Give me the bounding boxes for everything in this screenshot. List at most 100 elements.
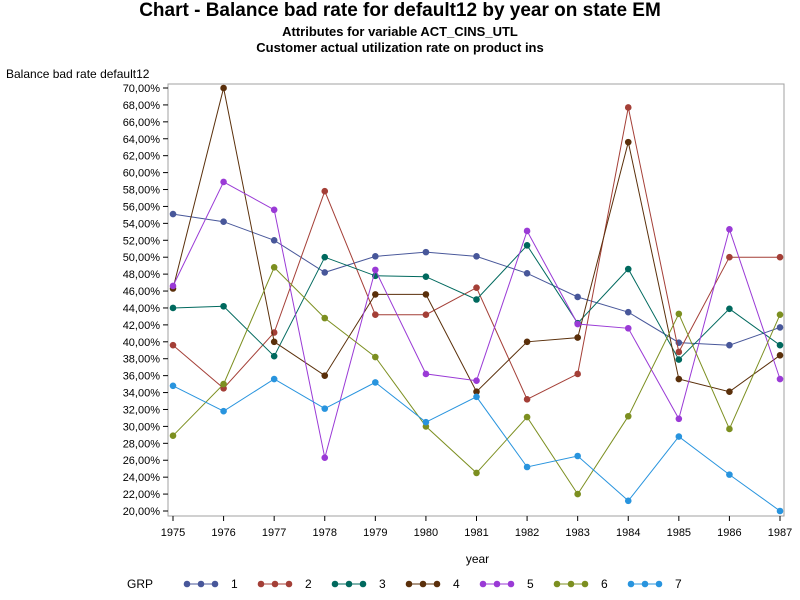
x-tick-label: 1987 bbox=[768, 527, 792, 539]
chart-title: Chart - Balance bad rate for default12 b… bbox=[139, 0, 661, 21]
y-tick: 30,00% bbox=[123, 421, 168, 433]
data-point-4 bbox=[726, 388, 733, 396]
legend-swatch bbox=[405, 580, 441, 588]
legend-item-4: 4 bbox=[405, 576, 475, 592]
data-point-7 bbox=[624, 497, 632, 505]
legend-item-3: 3 bbox=[331, 576, 401, 592]
data-point-5 bbox=[321, 454, 329, 462]
y-tick-label: 40,00% bbox=[123, 337, 161, 349]
legend-item-1: 1 bbox=[183, 576, 253, 592]
data-point-7 bbox=[321, 405, 329, 412]
data-point-6 bbox=[169, 432, 177, 440]
y-tick-label: 30,00% bbox=[123, 421, 161, 433]
data-point-1 bbox=[372, 253, 379, 260]
x-tick: 1981 bbox=[464, 516, 489, 539]
data-point-2 bbox=[169, 341, 177, 349]
data-point-1 bbox=[473, 253, 480, 260]
x-tick-label: 1984 bbox=[616, 527, 640, 539]
y-tick: 46,00% bbox=[123, 286, 168, 298]
x-tick: 1987 bbox=[768, 516, 792, 539]
x-tick: 1984 bbox=[616, 516, 640, 539]
y-tick-label: 56,00% bbox=[123, 201, 161, 213]
legend-item-6: 6 bbox=[553, 576, 623, 592]
legend-label: 3 bbox=[379, 577, 386, 591]
legend-item-2: 2 bbox=[257, 576, 327, 592]
y-tick-label: 24,00% bbox=[123, 472, 161, 484]
y-tick: 64,00% bbox=[123, 134, 168, 146]
data-point-6 bbox=[220, 380, 227, 388]
y-tick: 58,00% bbox=[123, 185, 168, 197]
y-tick-label: 62,00% bbox=[123, 151, 161, 163]
y-tick: 44,00% bbox=[123, 303, 168, 315]
data-point-1 bbox=[523, 269, 531, 277]
legend-swatch bbox=[479, 580, 515, 588]
data-point-7 bbox=[523, 463, 531, 471]
y-tick-label: 36,00% bbox=[123, 371, 161, 383]
data-point-6 bbox=[574, 490, 581, 498]
y-tick-label: 70,00% bbox=[123, 83, 161, 95]
y-tick-label: 52,00% bbox=[123, 235, 161, 247]
y-tick: 52,00% bbox=[123, 235, 168, 247]
y-tick: 42,00% bbox=[123, 320, 168, 332]
y-tick-label: 48,00% bbox=[123, 269, 161, 281]
legend-item-5: 5 bbox=[479, 576, 549, 592]
data-point-3 bbox=[220, 302, 227, 310]
data-point-5 bbox=[776, 375, 784, 383]
data-point-7 bbox=[726, 471, 733, 478]
data-point-2 bbox=[422, 311, 430, 319]
data-point-7 bbox=[372, 379, 379, 386]
y-tick-label: 34,00% bbox=[123, 388, 161, 400]
series-line-1 bbox=[172, 213, 781, 346]
data-point-2 bbox=[675, 348, 683, 356]
y-tick-label: 60,00% bbox=[123, 168, 161, 180]
y-tick: 62,00% bbox=[123, 151, 168, 163]
x-tick-label: 1976 bbox=[211, 527, 235, 539]
y-tick: 34,00% bbox=[123, 388, 168, 400]
chart-subtitle-1: Attributes for variable ACT_CINS_UTL bbox=[282, 24, 518, 39]
data-point-3 bbox=[675, 356, 683, 363]
data-point-3 bbox=[523, 242, 531, 249]
data-point-2 bbox=[372, 311, 379, 319]
legend-label: 2 bbox=[305, 577, 312, 591]
x-tick-label: 1977 bbox=[262, 527, 286, 539]
data-point-2 bbox=[473, 284, 480, 291]
y-tick-label: 46,00% bbox=[123, 286, 161, 298]
data-point-4 bbox=[523, 338, 531, 346]
y-tick: 54,00% bbox=[123, 218, 168, 230]
x-tick-label: 1978 bbox=[313, 527, 337, 539]
y-tick-label: 20,00% bbox=[123, 506, 161, 518]
y-tick-label: 50,00% bbox=[123, 252, 161, 264]
data-point-4 bbox=[473, 388, 480, 396]
legend-label: 5 bbox=[527, 577, 534, 591]
legend-swatch bbox=[331, 580, 367, 588]
data-point-2 bbox=[624, 104, 632, 111]
y-tick: 26,00% bbox=[123, 455, 168, 467]
data-point-5 bbox=[624, 324, 632, 332]
x-tick-label: 1981 bbox=[464, 527, 488, 539]
data-point-1 bbox=[624, 308, 632, 316]
data-point-5 bbox=[169, 282, 177, 290]
y-tick: 24,00% bbox=[123, 472, 168, 484]
legend-label: 6 bbox=[601, 577, 608, 591]
data-point-6 bbox=[473, 469, 480, 477]
y-tick: 70,00% bbox=[123, 83, 168, 95]
data-point-3 bbox=[624, 265, 632, 273]
data-point-6 bbox=[776, 311, 784, 319]
data-point-5 bbox=[473, 377, 480, 385]
data-point-2 bbox=[523, 396, 531, 403]
y-tick: 32,00% bbox=[123, 404, 168, 416]
data-point-2 bbox=[574, 370, 581, 378]
y-tick-label: 66,00% bbox=[123, 117, 161, 129]
data-point-4 bbox=[422, 291, 430, 298]
y-tick: 20,00% bbox=[123, 506, 168, 518]
data-point-5 bbox=[675, 415, 683, 423]
data-point-5 bbox=[574, 320, 581, 328]
data-point-6 bbox=[523, 413, 531, 421]
data-point-1 bbox=[321, 269, 329, 276]
legend-title: GRP bbox=[127, 577, 154, 591]
data-point-7 bbox=[220, 407, 227, 415]
y-tick: 56,00% bbox=[123, 201, 168, 213]
y-tick-label: 44,00% bbox=[123, 303, 161, 315]
x-tick: 1986 bbox=[717, 516, 742, 539]
